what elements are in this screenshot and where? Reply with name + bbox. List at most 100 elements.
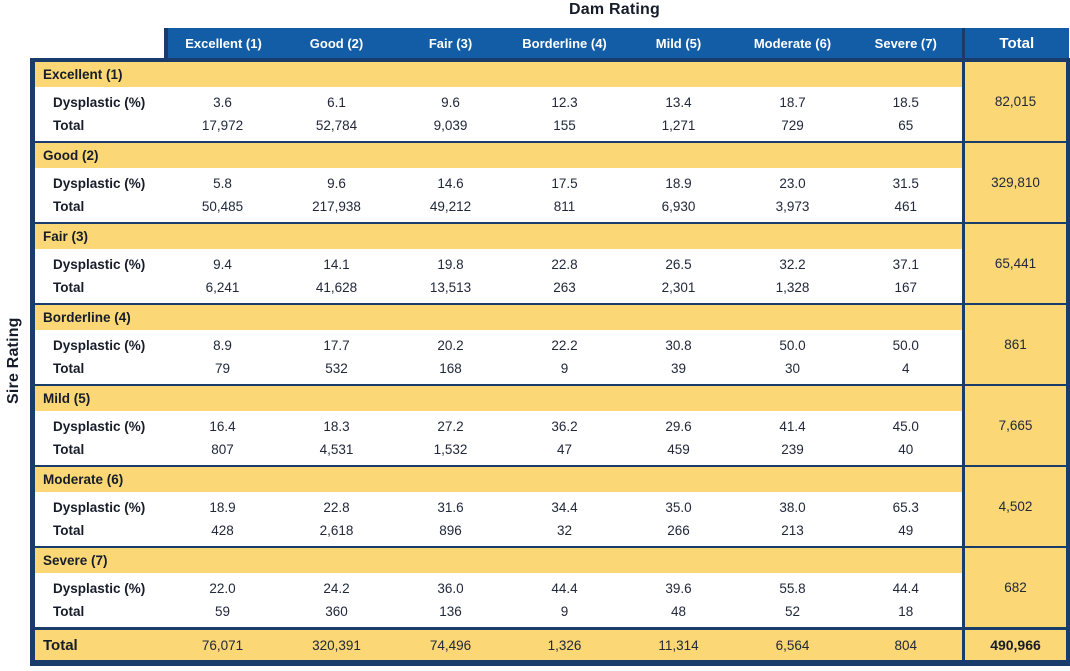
dysplastic-pct-cell: 13.4	[665, 95, 692, 110]
dysplastic-pct-cell: 12.3	[551, 95, 578, 110]
count-cell: 213	[781, 523, 804, 538]
dysplastic-row-label: Dysplastic (%)	[30, 168, 166, 195]
dam-column-header: Moderate (6)	[735, 28, 850, 60]
count-cell: 266	[667, 523, 690, 538]
row-total-value: 4,502	[962, 465, 1070, 547]
sire-group: Mild (5) 7,665 Dysplastic (%) 16.4 18.3 27.2 3…	[30, 384, 1070, 466]
count-cell: 9	[560, 604, 569, 619]
dysplastic-pct-cell: 32.2	[779, 257, 806, 272]
row-total-value: 82,015	[962, 58, 1070, 142]
dysplastic-pct-cell: 18.3	[323, 419, 350, 434]
dysplastic-pct-cell: 16.4	[209, 419, 236, 434]
column-totals-row: Total 76,071 320,391 74,496 1,326 11,314 6,564…	[30, 627, 1070, 666]
sire-group-label: Borderline (4)	[30, 303, 964, 330]
count-cell: 1,328	[775, 280, 810, 295]
dysplastic-row-label: Dysplastic (%)	[30, 249, 166, 276]
count-cell: 6,241	[205, 280, 240, 295]
dam-column-header: Excellent (1)	[163, 28, 280, 60]
sire-group-band-row: Severe (7) 682	[30, 546, 1070, 629]
count-row-label: Total	[30, 438, 166, 466]
header-stub	[32, 28, 166, 60]
dysplastic-pct-cell: 22.2	[551, 338, 578, 353]
count-cell: 4,531	[319, 442, 354, 457]
dysplastic-pct-cell: 41.4	[779, 419, 806, 434]
dysplastic-pct-cell: 29.6	[665, 419, 692, 434]
dysplastic-pct-cell: 38.0	[779, 500, 806, 515]
dysplastic-pct-cell: 36.0	[437, 581, 464, 596]
count-cell: 79	[214, 361, 231, 376]
dam-column-header: Good (2)	[279, 28, 394, 60]
dysplastic-row-label: Dysplastic (%)	[30, 330, 166, 357]
count-cell: 532	[325, 361, 348, 376]
dysplastic-pct-cell: 34.4	[551, 500, 578, 515]
count-cell: 40	[898, 442, 914, 457]
dysplastic-pct-cell: 50.0	[892, 338, 919, 353]
sire-group-band-row: Mild (5) 7,665	[30, 384, 1070, 466]
count-cell: 155	[553, 118, 576, 133]
sire-group-label: Good (2)	[30, 141, 964, 168]
dysplastic-pct-cell: 50.0	[779, 338, 806, 353]
dysplastic-pct-cell: 31.6	[437, 500, 464, 515]
count-cell: 167	[894, 280, 918, 295]
row-total-value: 7,665	[962, 384, 1070, 466]
sire-rating-axis-label: Sire Rating	[5, 317, 22, 405]
count-cell: 217,938	[312, 199, 361, 214]
count-cell: 65	[898, 118, 914, 133]
column-total-cell: 74,496	[393, 627, 508, 666]
count-row-label: Total	[30, 276, 166, 304]
count-cell: 2,301	[661, 280, 696, 295]
column-total-cell: 320,391	[279, 627, 394, 666]
column-total-cell: 76,071	[165, 627, 280, 666]
dysplastic-pct-cell: 20.2	[437, 338, 464, 353]
column-total-cell: 11,314	[621, 627, 736, 666]
dam-column-header: Borderline (4)	[507, 28, 622, 60]
column-total-cell: 6,564	[735, 627, 850, 666]
dysplastic-pct-cell: 5.8	[213, 176, 232, 191]
count-cell: 18	[898, 604, 914, 619]
count-cell: 811	[553, 199, 576, 214]
count-cell: 17,972	[201, 118, 244, 133]
dysplastic-pct-cell: 17.5	[551, 176, 578, 191]
sire-group: Severe (7) 682 Dysplastic (%) 22.0 24.2 36.0 4…	[30, 546, 1070, 629]
dysplastic-row: Dysplastic (%) 3.6 6.1 9.6 12.3 13.4 18.7 18.5	[30, 87, 1069, 114]
ratings-table: Excellent (1) Good (2) Fair (3) Borderline …	[30, 28, 1070, 666]
column-total-cell: 804	[849, 627, 964, 666]
count-row-label: Total	[30, 195, 166, 223]
count-cell: 360	[325, 604, 348, 619]
header-row: Excellent (1) Good (2) Fair (3) Borderline …	[32, 28, 1069, 60]
footer-total-label: Total	[30, 627, 166, 666]
count-cell: 4	[901, 361, 910, 376]
row-total-value: 329,810	[962, 141, 1070, 223]
dysplastic-pct-cell: 3.6	[213, 95, 232, 110]
dam-column-header: Fair (3)	[393, 28, 508, 60]
dysplastic-pct-cell: 22.8	[551, 257, 578, 272]
count-cell: 459	[667, 442, 690, 457]
sire-group-label: Excellent (1)	[30, 58, 964, 87]
dysplastic-pct-cell: 44.4	[892, 581, 919, 596]
sire-group-band-row: Moderate (6) 4,502	[30, 465, 1070, 547]
count-row-label: Total	[30, 600, 166, 629]
column-total-cell: 1,326	[507, 627, 622, 666]
dysplastic-pct-cell: 55.8	[779, 581, 806, 596]
count-cell: 32	[556, 523, 573, 538]
dysplastic-pct-cell: 18.9	[209, 500, 236, 515]
dysplastic-pct-cell: 19.8	[437, 257, 464, 272]
count-row-label: Total	[30, 114, 166, 142]
dysplastic-row: Dysplastic (%) 9.4 14.1 19.8 22.8 26.5 32.2 37.…	[30, 249, 1069, 276]
dysplastic-pct-cell: 8.9	[213, 338, 232, 353]
dam-rating-title: Dam Rating	[569, 1, 660, 18]
count-row-label: Total	[30, 519, 166, 547]
sire-group: Excellent (1) 82,015 Dysplastic (%) 3.6 6.1 9…	[30, 58, 1070, 142]
count-cell: 47	[556, 442, 573, 457]
count-cell: 52	[784, 604, 801, 619]
dysplastic-row-label: Dysplastic (%)	[30, 87, 166, 114]
count-cell: 9	[560, 361, 569, 376]
dysplastic-pct-cell: 18.7	[779, 95, 806, 110]
count-cell: 168	[439, 361, 462, 376]
dysplastic-pct-cell: 44.4	[551, 581, 578, 596]
dysplastic-pct-cell: 14.1	[323, 257, 350, 272]
dysplastic-row: Dysplastic (%) 5.8 9.6 14.6 17.5 18.9 23.0 31.5	[30, 168, 1069, 195]
count-row: Total 428 2,618 896 32 266 213 49	[30, 519, 1069, 547]
count-cell: 461	[894, 199, 918, 214]
dysplastic-pct-cell: 9.6	[327, 176, 346, 191]
